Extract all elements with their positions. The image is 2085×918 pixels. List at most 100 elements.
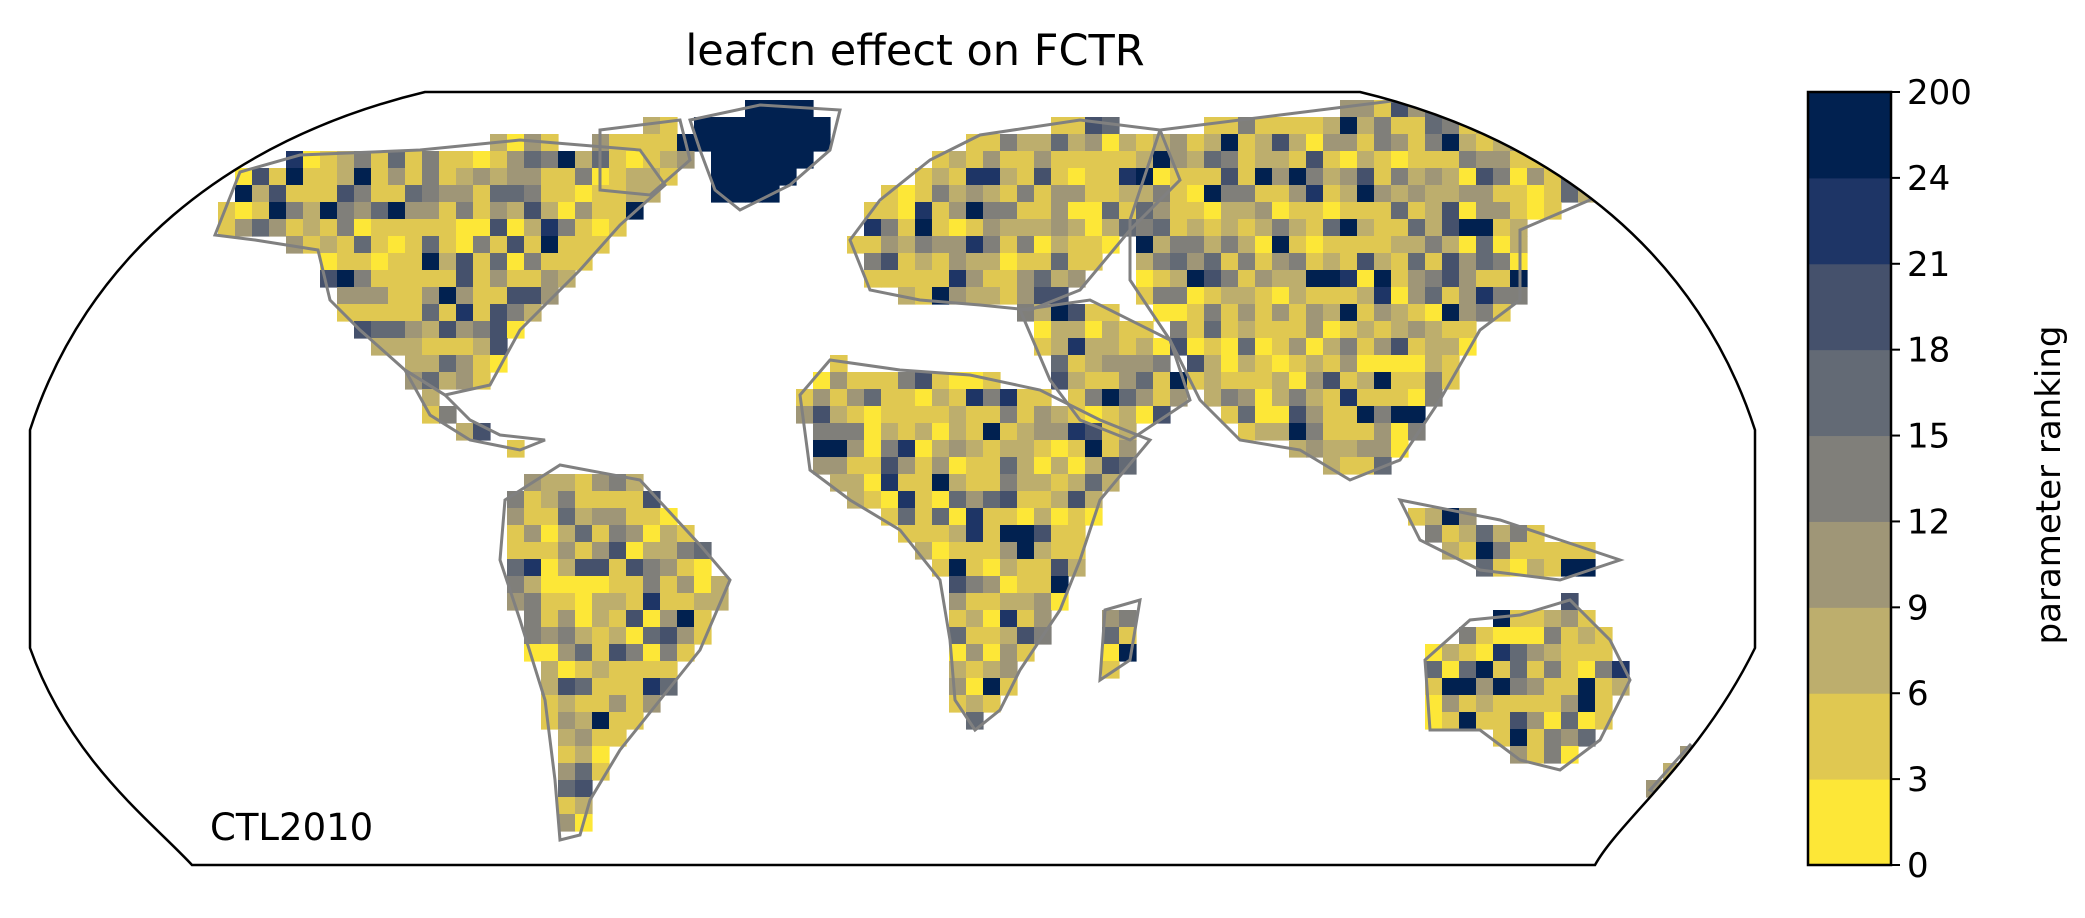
grid-cell [388,185,406,203]
grid-cell [507,219,525,237]
grid-cell [1272,151,1290,169]
grid-cell [609,678,627,696]
grid-cell [1136,287,1154,305]
grid-cell [1187,355,1205,373]
grid-cell [320,236,338,254]
grid-cell [881,491,899,509]
grid-cell [1442,100,1460,118]
grid-cell [660,627,678,645]
grid-cell [1034,576,1052,594]
grid-cell [1374,321,1392,339]
grid-cell [405,253,423,271]
grid-cell [558,661,576,679]
grid-cell [541,474,559,492]
grid-cell [864,440,882,458]
grid-cell [320,168,338,186]
grid-cell [541,151,559,169]
grid-cell [1170,389,1188,407]
grid-cell [1238,287,1256,305]
grid-cell [881,253,899,271]
grid-cell [1442,678,1460,696]
grid-cell [252,202,270,220]
grid-cell [1323,253,1341,271]
grid-cell [864,457,882,475]
grid-cell [592,525,610,543]
grid-cell [524,508,542,526]
grid-cell [1068,219,1086,237]
grid-cell [1408,508,1426,526]
grid-cell [864,491,882,509]
grid-cell [1459,304,1477,322]
grid-cell [762,100,780,118]
grid-cell [1000,576,1018,594]
grid-cell [456,338,474,356]
grid-cell [422,287,440,305]
grid-cell [1442,712,1460,730]
colorbar-segment [1808,607,1891,694]
grid-cell [1034,321,1052,339]
grid-cell [422,185,440,203]
grid-cell [405,304,423,322]
grid-cell [1051,406,1069,424]
grid-cell [1255,185,1273,203]
grid-cell [915,491,933,509]
colorbar-tick-label: 0 [1907,846,1929,886]
grid-cell [1221,389,1239,407]
grid-cell [966,202,984,220]
grid-cell [1374,236,1392,254]
grid-cell [626,508,644,526]
grid-cell [1170,134,1188,152]
grid-cell [1306,253,1324,271]
grid-cell [473,168,491,186]
grid-cell [490,202,508,220]
grid-cell [1493,525,1511,543]
grid-cell [643,576,661,594]
grid-cell [1034,185,1052,203]
grid-cell [1204,202,1222,220]
grid-cell [592,610,610,628]
grid-cell [864,253,882,271]
grid-cell [1544,185,1562,203]
grid-cell [388,168,406,186]
grid-cell [354,185,372,203]
grid-cell [524,219,542,237]
grid-cell [626,593,644,611]
grid-cell [1442,270,1460,288]
grid-cell [796,134,814,152]
grid-cell [864,372,882,390]
grid-cell [1000,423,1018,441]
grid-cell [490,321,508,339]
grid-cell [1204,253,1222,271]
grid-cell [1493,236,1511,254]
grid-cell [1017,542,1035,560]
grid-cell [1357,270,1375,288]
grid-cell [1136,372,1154,390]
grid-cell [1357,423,1375,441]
grid-cell [1272,253,1290,271]
grid-cell [1306,406,1324,424]
grid-cell [1442,355,1460,373]
grid-cell [983,610,1001,628]
grid-cell [388,338,406,356]
grid-cell [422,270,440,288]
grid-cell [507,576,525,594]
colorbar-tick-label: 200 [1907,73,1972,113]
grid-cell [1221,406,1239,424]
grid-cell [609,661,627,679]
grid-cell [1544,661,1562,679]
grid-cell [1000,270,1018,288]
grid-cell [966,389,984,407]
grid-cell [354,202,372,220]
grid-cell [1289,168,1307,186]
grid-cell [813,389,831,407]
grid-cell [1357,202,1375,220]
grid-cell [779,134,797,152]
grid-cell [1085,304,1103,322]
grid-cell [983,236,1001,254]
grid-cell [1255,117,1273,135]
grid-cell [1017,474,1035,492]
grid-cell [1425,236,1443,254]
grid-cell [1000,168,1018,186]
grid-cell [847,440,865,458]
grid-cell [524,627,542,645]
